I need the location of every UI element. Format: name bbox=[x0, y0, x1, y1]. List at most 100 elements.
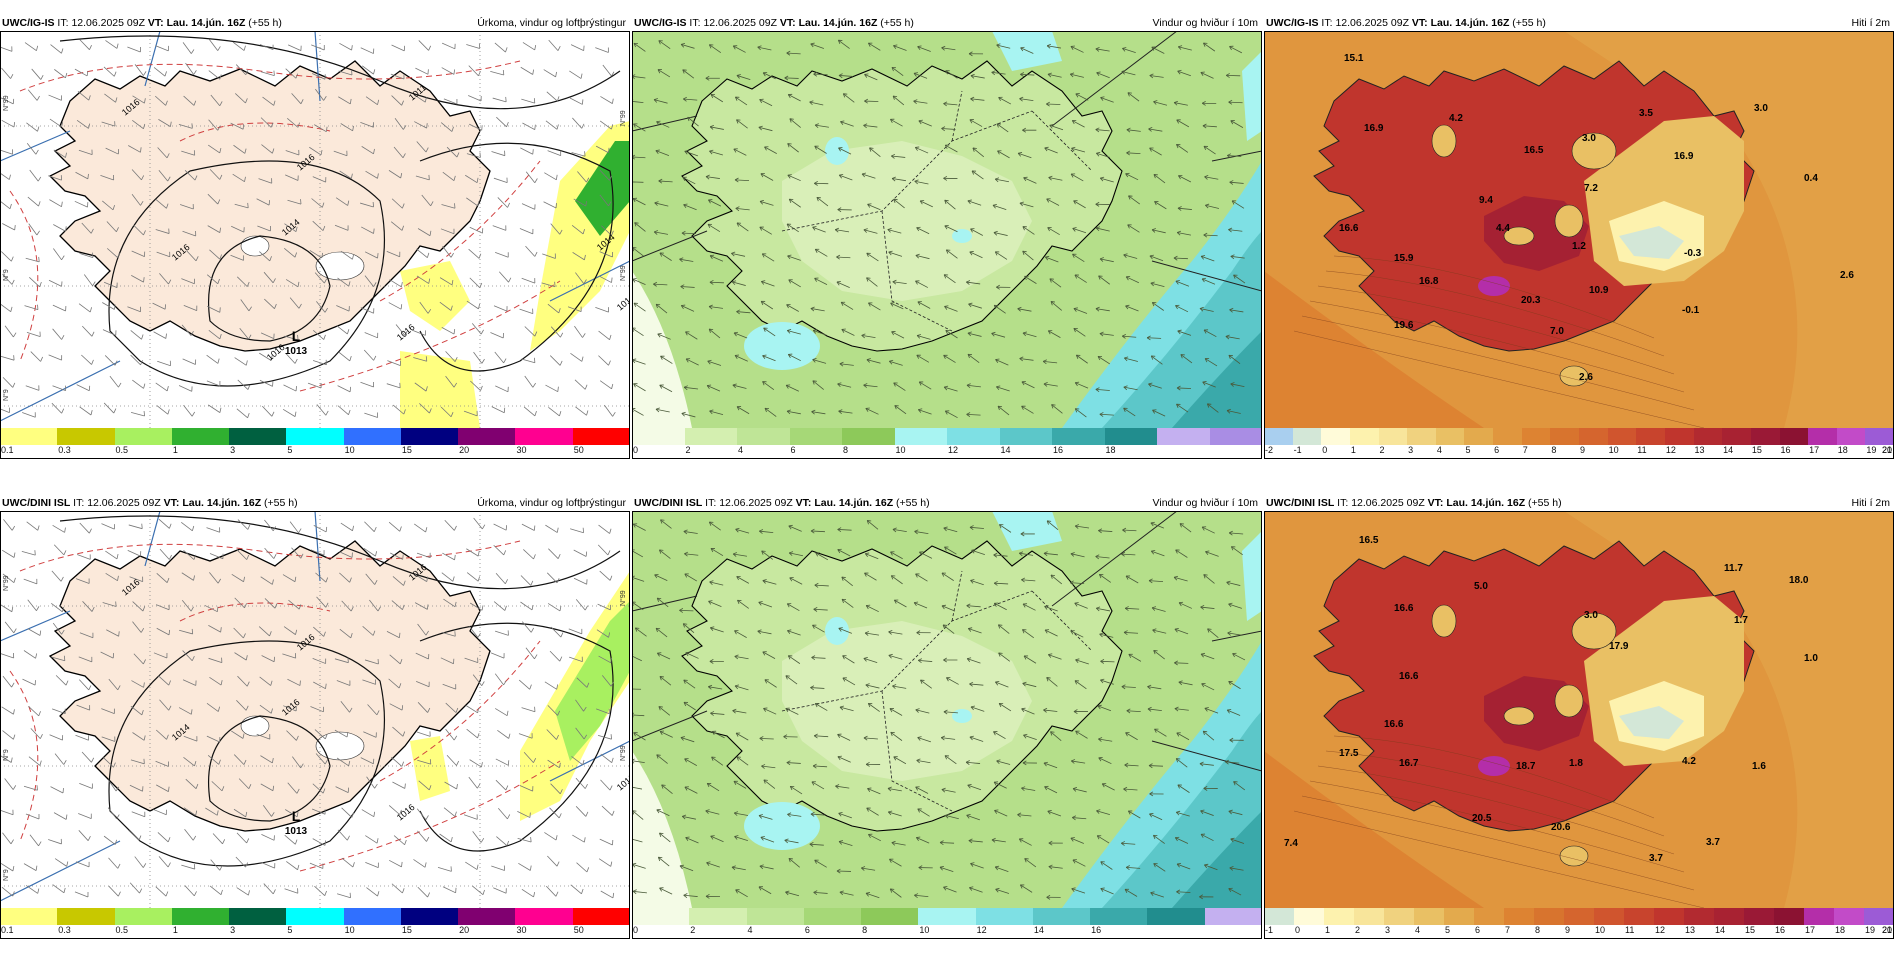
temperature-label: 20.5 bbox=[1472, 813, 1492, 824]
panel-wind-igis: UWC/IG-IS IT: 12.06.2025 09Z VT: Lau. 14… bbox=[632, 15, 1262, 475]
init-time-value: 12.06.2025 09Z bbox=[1335, 17, 1409, 29]
graticule-label: N°99 bbox=[2, 95, 10, 111]
model-name: UWC/DINI ISL bbox=[1266, 497, 1334, 509]
temperature-label: 4.4 bbox=[1496, 223, 1510, 234]
colorbar-swatch bbox=[689, 908, 746, 925]
glacier bbox=[1560, 846, 1588, 866]
colorbar-tick-label: 15 bbox=[1752, 445, 1762, 455]
colorbar-tick-label: 4 bbox=[748, 925, 753, 935]
colorbar-swatch bbox=[918, 908, 975, 925]
run-info: UWC/DINI ISL IT: 12.06.2025 09Z VT: Lau.… bbox=[634, 495, 930, 511]
lead-time: (+55 h) bbox=[896, 497, 930, 509]
colorbar-tick-label: 4 bbox=[1437, 445, 1442, 455]
colorbar-swatch bbox=[632, 428, 685, 445]
colorbar-swatch bbox=[1493, 428, 1522, 445]
colorbar-tick-label: 4 bbox=[1415, 925, 1420, 935]
init-time-label: IT: bbox=[73, 497, 84, 509]
colorbar-swatch bbox=[57, 428, 114, 445]
calm-area bbox=[744, 322, 820, 370]
colorbar-swatch bbox=[1522, 428, 1551, 445]
colorbar-tick-label: 14 bbox=[1715, 925, 1725, 935]
colorbar-swatch bbox=[1464, 428, 1493, 445]
colorbar-tick-label: 14 bbox=[1723, 445, 1733, 455]
colorbar-swatch bbox=[1865, 428, 1894, 445]
colorbar-tick-label: -1 bbox=[1294, 445, 1302, 455]
map-area bbox=[632, 31, 1262, 428]
colorbar bbox=[0, 908, 630, 925]
run-info: UWC/DINI ISL IT: 12.06.2025 09Z VT: Lau.… bbox=[1266, 495, 1562, 511]
temperature-label: -0.3 bbox=[1684, 248, 1702, 259]
colorbar-tick-label: 12 bbox=[1666, 445, 1676, 455]
colorbar-swatch bbox=[1744, 908, 1774, 925]
colorbar-tick-label: 6 bbox=[1494, 445, 1499, 455]
colorbar-swatch bbox=[1594, 908, 1624, 925]
colorbar-swatch bbox=[1751, 428, 1780, 445]
colorbar-tick-label: 7 bbox=[1523, 445, 1528, 455]
temperature-label: 15.1 bbox=[1344, 53, 1364, 64]
lead-time: (+55 h) bbox=[248, 17, 282, 29]
panel-header: UWC/IG-IS IT: 12.06.2025 09Z VT: Lau. 14… bbox=[1264, 15, 1894, 31]
colorbar-tick-label: 18 bbox=[1106, 445, 1116, 455]
temperature-label: 7.0 bbox=[1550, 326, 1564, 337]
temperature-label: 17.5 bbox=[1339, 748, 1359, 759]
colorbar bbox=[632, 908, 1262, 925]
colorbar-tick-label: 3 bbox=[1385, 925, 1390, 935]
graticule-label: N°99 bbox=[619, 590, 627, 606]
colorbar-swatch bbox=[57, 908, 114, 925]
colorbar-swatch bbox=[1321, 428, 1350, 445]
colorbar-tick-label: 4 bbox=[738, 445, 743, 455]
valid-time-label: VT: bbox=[1412, 17, 1428, 29]
colorbar-tick-label: 8 bbox=[862, 925, 867, 935]
temperature-label: 1.2 bbox=[1572, 241, 1586, 252]
temperature-label: 18.0 bbox=[1789, 575, 1809, 586]
colorbar-swatch bbox=[1684, 908, 1714, 925]
colorbar-tick-label: 15 bbox=[402, 925, 412, 935]
colorbar bbox=[0, 428, 630, 445]
colorbar-tick-label: 12 bbox=[977, 925, 987, 935]
colorbar-tick-label: 20 bbox=[459, 445, 469, 455]
temperature-label: 16.9 bbox=[1364, 123, 1384, 134]
colorbar-tick-label: 10 bbox=[1595, 925, 1605, 935]
colorbar-tick-label: 9 bbox=[1565, 925, 1570, 935]
init-time-label: IT: bbox=[57, 17, 68, 29]
temperature-label: 15.9 bbox=[1394, 253, 1414, 264]
colorbar-swatch bbox=[0, 908, 57, 925]
colorbar-swatch bbox=[515, 908, 572, 925]
colorbar-swatch bbox=[632, 908, 689, 925]
colorbar-swatch bbox=[1294, 908, 1324, 925]
colorbar-swatch bbox=[737, 428, 790, 445]
temperature-label: 20.6 bbox=[1551, 822, 1571, 833]
temperature-label: 16.6 bbox=[1399, 671, 1419, 682]
colorbar-tick-label: 0.1 bbox=[1, 445, 14, 455]
colorbar-tick-label: 2 bbox=[1355, 925, 1360, 935]
precip-area bbox=[400, 351, 480, 428]
init-time-value: 12.06.2025 09Z bbox=[1351, 497, 1425, 509]
colorbar-tick-label: 8 bbox=[1551, 445, 1556, 455]
colorbar-swatch bbox=[1293, 428, 1322, 445]
graticule-label: N°9 bbox=[2, 269, 10, 281]
colorbar-swatch bbox=[1714, 908, 1744, 925]
colorbar-swatch bbox=[1722, 428, 1751, 445]
colorbar-tick-label: 0 bbox=[633, 925, 638, 935]
colorbar-swatch bbox=[573, 428, 630, 445]
colorbar-tick-label: 5 bbox=[1445, 925, 1450, 935]
valid-time-value: Lau. 14.jún. 16Z bbox=[1431, 17, 1510, 29]
colorbar-tick-label: 21 bbox=[1882, 445, 1892, 455]
model-name: UWC/IG-IS bbox=[2, 17, 55, 29]
colorbar bbox=[632, 428, 1262, 445]
graticule-label: N°9 bbox=[2, 389, 10, 401]
colorbar-tick-label: 50 bbox=[574, 925, 584, 935]
temperature-label: 1.7 bbox=[1734, 615, 1748, 626]
colorbar-tick-label: 19 bbox=[1865, 925, 1875, 935]
lead-time: (+55 h) bbox=[264, 497, 298, 509]
temperature-label: 20.3 bbox=[1521, 295, 1541, 306]
colorbar-swatch bbox=[458, 908, 515, 925]
colorbar-tick-label: 21 bbox=[1882, 925, 1892, 935]
glacier bbox=[1555, 205, 1583, 237]
lead-time: (+55 h) bbox=[880, 17, 914, 29]
colorbar-tick-label: 0.1 bbox=[1, 925, 14, 935]
